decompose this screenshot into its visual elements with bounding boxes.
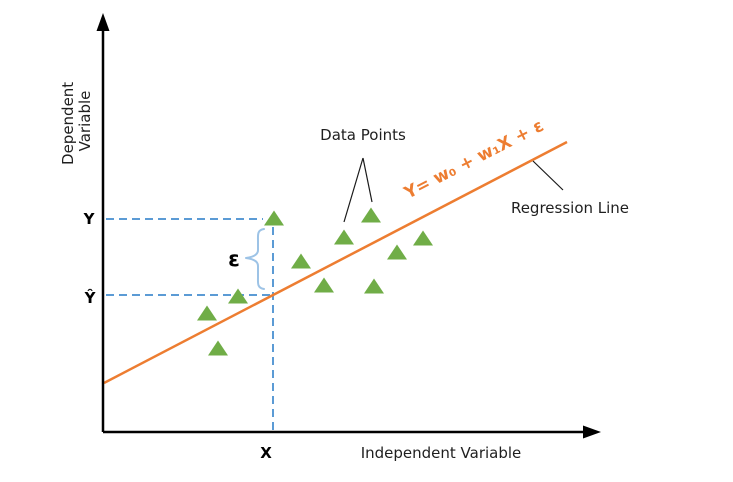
data-point-triangle bbox=[264, 210, 284, 226]
data-point-triangle bbox=[361, 207, 381, 223]
regression-line-layer bbox=[103, 140, 568, 385]
data-point-triangle bbox=[197, 305, 217, 321]
regression-line-label: Regression Line bbox=[511, 199, 629, 217]
data-point-triangle bbox=[228, 288, 248, 304]
y-axis-arrow-icon bbox=[96, 13, 110, 31]
y-predicted-tick-label: Ŷ bbox=[84, 288, 97, 307]
data-point-triangle bbox=[334, 229, 354, 245]
y-axis-title: Dependent Variable bbox=[59, 77, 94, 165]
annotation-pointer-line bbox=[362, 157, 373, 203]
data-point-triangle bbox=[291, 253, 311, 269]
data-point-triangle bbox=[364, 278, 384, 294]
y-actual-tick-label: Y bbox=[83, 210, 96, 228]
annotation-pointer-line bbox=[343, 157, 364, 223]
epsilon-error-label: ε bbox=[228, 247, 240, 271]
pointer-lines-layer bbox=[343, 157, 564, 223]
data-points-label: Data Points bbox=[320, 126, 406, 144]
y-axis-title-line2: Variable bbox=[76, 91, 94, 152]
data-point-triangle bbox=[208, 340, 228, 356]
dashed-guides-layer bbox=[106, 218, 274, 430]
data-points-layer bbox=[197, 207, 433, 356]
data-point-triangle bbox=[413, 230, 433, 246]
data-point-triangle bbox=[387, 244, 407, 260]
x-axis-title: Independent Variable bbox=[361, 444, 522, 462]
error-brace-icon bbox=[245, 228, 265, 290]
annotation-pointer-line bbox=[532, 160, 564, 191]
data-point-triangle bbox=[314, 277, 334, 293]
x-tick-label: X bbox=[260, 444, 272, 462]
y-axis-title-line1: Dependent bbox=[59, 82, 77, 165]
regression-line bbox=[103, 140, 568, 385]
x-axis-arrow-icon bbox=[583, 425, 601, 439]
